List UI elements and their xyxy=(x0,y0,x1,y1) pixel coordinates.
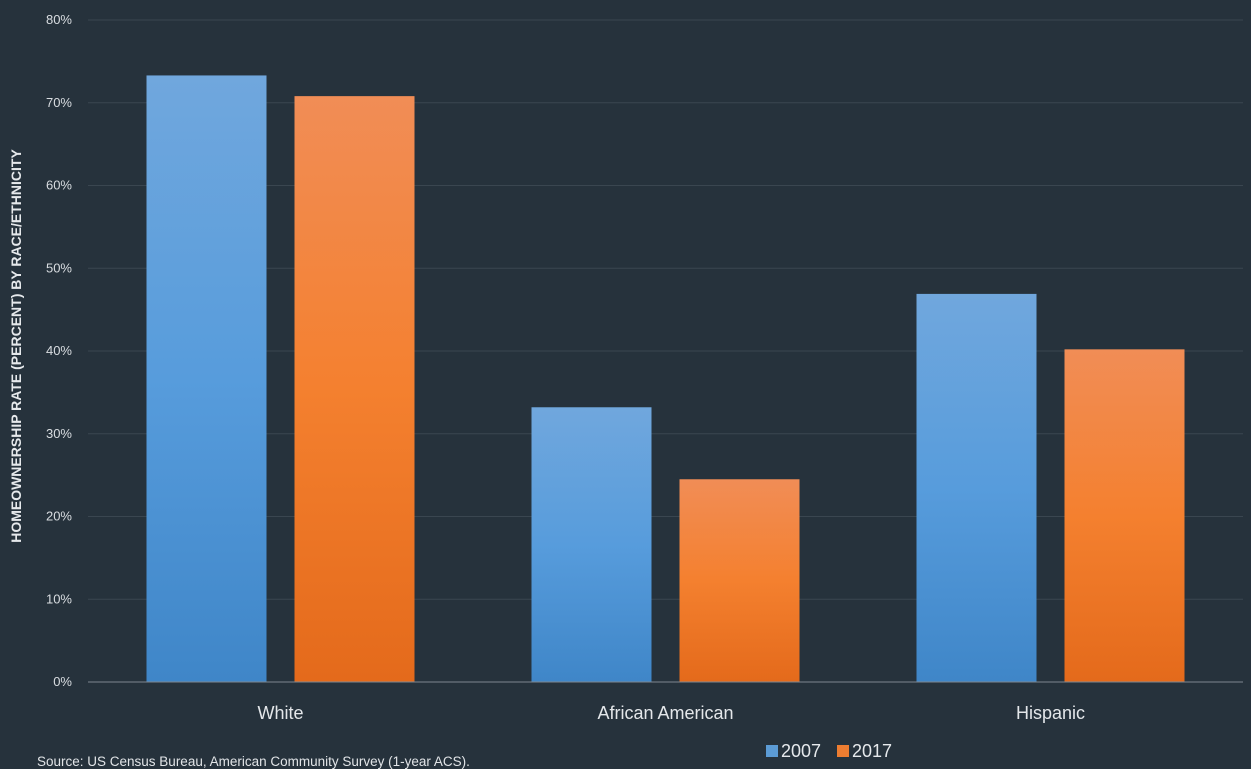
y-axis-tick-labels: 0% 10% 20% 30% 40% 50% 60% 70% 80% xyxy=(46,12,72,689)
legend-swatch-2007 xyxy=(766,745,778,757)
bar-2017-white xyxy=(294,96,415,682)
y-tick-label: 10% xyxy=(46,591,72,606)
bars xyxy=(146,75,1185,682)
source-note: Source: US Census Bureau, American Commu… xyxy=(37,754,470,769)
bar-2007-white xyxy=(146,75,267,682)
bar-2017-hispanic xyxy=(1064,349,1185,682)
legend-label-2007: 2007 xyxy=(781,741,821,761)
x-category-label: African American xyxy=(597,703,733,723)
y-tick-label: 0% xyxy=(53,674,72,689)
x-category-label: White xyxy=(257,703,303,723)
gridlines xyxy=(88,19,1243,600)
legend-label-2017: 2017 xyxy=(852,741,892,761)
y-tick-label: 20% xyxy=(46,509,72,524)
y-tick-label: 70% xyxy=(46,95,72,110)
x-axis-category-labels: White African American Hispanic xyxy=(257,703,1085,723)
legend: 2007 2017 xyxy=(766,741,892,761)
y-tick-label: 40% xyxy=(46,343,72,358)
y-tick-label: 80% xyxy=(46,12,72,27)
y-axis-title: HOMEOWNERSHIP RATE (PERCENT) BY RACE/ETH… xyxy=(8,149,24,543)
bar-2007-african-american xyxy=(531,407,652,682)
legend-swatch-2017 xyxy=(837,745,849,757)
y-tick-label: 60% xyxy=(46,178,72,193)
x-category-label: Hispanic xyxy=(1016,703,1085,723)
bar-2007-hispanic xyxy=(916,293,1037,682)
y-tick-label: 50% xyxy=(46,260,72,275)
bar-2017-african-american xyxy=(679,479,800,682)
y-tick-label: 30% xyxy=(46,426,72,441)
